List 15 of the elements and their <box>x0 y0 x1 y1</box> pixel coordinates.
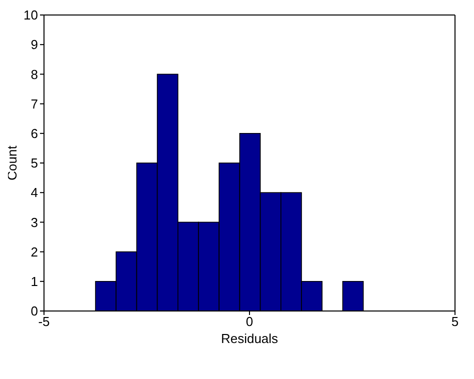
y-tick-label: 1 <box>30 274 38 290</box>
x-tick-label: -5 <box>38 314 50 330</box>
y-tick-label: 10 <box>24 8 38 23</box>
y-tick-label: 3 <box>30 214 38 230</box>
y-tick-label: 5 <box>30 156 38 171</box>
y-tick-label: 2 <box>30 244 38 260</box>
y-tick-label: 8 <box>30 66 38 82</box>
x-tick-label: 0 <box>246 314 254 330</box>
y-tick-label: 4 <box>30 185 38 200</box>
x-tick-label: 5 <box>451 314 459 330</box>
x-axis-title: Residuals <box>220 331 279 346</box>
y-tick-label: 0 <box>30 304 38 319</box>
y-tick-label: 9 <box>30 37 38 52</box>
y-tick-label: 7 <box>30 96 38 112</box>
y-tick-label: 6 <box>30 126 38 142</box>
